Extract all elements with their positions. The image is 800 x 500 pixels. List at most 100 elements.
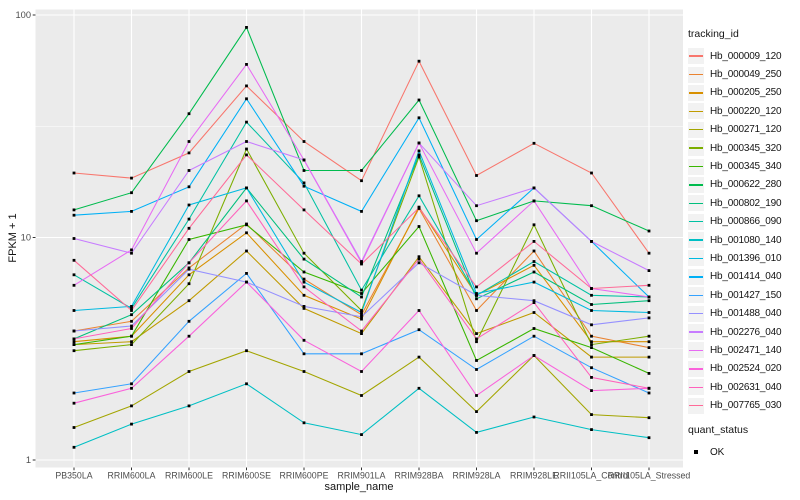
- legend-entry-Hb_000622_280: Hb_000622_280: [688, 176, 800, 194]
- data-point: [360, 394, 363, 397]
- legend-line-swatch: [689, 404, 703, 407]
- data-point: [187, 140, 191, 143]
- data-point: [647, 299, 651, 303]
- legend-key: [688, 397, 704, 414]
- legend-line-swatch: [689, 349, 703, 352]
- legend-line-swatch: [689, 368, 703, 370]
- legend-line-swatch: [689, 239, 703, 241]
- data-point: [532, 354, 536, 357]
- data-point: [187, 404, 191, 408]
- data-point: [302, 421, 306, 425]
- data-point: [245, 153, 248, 157]
- data-point: [475, 285, 478, 289]
- data-point: [245, 280, 248, 284]
- data-point: [417, 206, 421, 210]
- data-point: [475, 219, 478, 223]
- legend: tracking_id Hb_000009_120 Hb_000049_250 Hb…: [688, 28, 800, 461]
- data-point: [475, 174, 478, 177]
- data-point: [245, 84, 248, 88]
- legend-key: [688, 84, 704, 101]
- data-point: [475, 340, 478, 344]
- data-point: [302, 270, 306, 274]
- data-point: [590, 340, 593, 344]
- legend-entry-Hb_002471_140: Hb_002471_140: [688, 341, 800, 359]
- data-point: [360, 313, 363, 317]
- legend-key: [688, 287, 704, 304]
- legend-entry-Hb_000345_320: Hb_000345_320: [688, 139, 800, 157]
- data-point: [475, 410, 478, 413]
- data-point: [245, 147, 248, 151]
- data-point: [360, 317, 363, 321]
- data-point: [590, 355, 593, 359]
- legend-entry-label: Hb_001427_150: [710, 289, 782, 301]
- data-point: [302, 208, 306, 212]
- legend-key: [688, 379, 704, 396]
- data-point: [360, 179, 363, 183]
- data-point: [417, 386, 421, 390]
- legend-entry-Hb_007765_030: Hb_007765_030: [688, 396, 800, 414]
- data-point: [130, 309, 133, 312]
- legend-key: [688, 250, 704, 267]
- legend-line-swatch: [689, 147, 703, 149]
- data-point: [590, 389, 593, 392]
- legend-entry-label: Hb_001414_040: [710, 271, 782, 283]
- legend-line-swatch: [689, 386, 703, 388]
- data-point: [647, 269, 651, 272]
- legend-line-swatch: [689, 73, 703, 76]
- data-point: [130, 176, 133, 180]
- data-point: [245, 120, 248, 124]
- legend-entry-Hb_000009_120: Hb_000009_120: [688, 47, 800, 65]
- legend-line-swatch: [689, 92, 703, 94]
- data-point: [302, 305, 306, 308]
- data-point: [72, 273, 76, 277]
- quant-status-title: quant_status: [688, 423, 749, 436]
- legend-line-swatch: [689, 202, 703, 204]
- data-point: [590, 346, 593, 349]
- legend-entry-Hb_000220_120: Hb_000220_120: [688, 102, 800, 120]
- data-point: [417, 153, 421, 157]
- data-point: [590, 293, 593, 297]
- data-point: [647, 416, 651, 420]
- data-point: [475, 431, 478, 434]
- x-axis-title: sample_name: [324, 481, 394, 493]
- x-tick-label: RRIM928LE: [510, 471, 558, 481]
- data-point: [590, 343, 593, 346]
- legend-entry-label: Hb_000802_190: [710, 197, 782, 209]
- data-point: [475, 204, 478, 208]
- data-point: [187, 185, 191, 189]
- data-point: [130, 305, 133, 308]
- data-point: [187, 319, 191, 323]
- data-point: [302, 370, 306, 373]
- legend-entry-label: Hb_000345_320: [710, 142, 782, 154]
- legend-key: [688, 195, 704, 212]
- legend-entry-Hb_000345_340: Hb_000345_340: [688, 157, 800, 175]
- data-point: [245, 186, 248, 190]
- legend-entries: Hb_000009_120 Hb_000049_250 Hb_000205_250 H…: [688, 47, 800, 415]
- legend-entry-label: Hb_000049_250: [710, 69, 782, 81]
- data-point: [302, 169, 306, 172]
- data-point: [245, 249, 248, 253]
- quant-status-legend: quant_status OK: [688, 424, 800, 461]
- data-point: [130, 210, 133, 213]
- data-point: [360, 329, 363, 333]
- data-point: [417, 261, 421, 265]
- data-point: [187, 203, 191, 207]
- data-point: [72, 171, 76, 175]
- data-point: [187, 282, 191, 286]
- data-point: [532, 263, 536, 267]
- data-point: [302, 184, 306, 188]
- data-point: [532, 327, 536, 330]
- data-point: [245, 26, 248, 29]
- data-point: [532, 415, 536, 419]
- legend-entry-Hb_000802_190: Hb_000802_190: [688, 194, 800, 212]
- data-point: [360, 315, 363, 319]
- data-point: [417, 141, 421, 145]
- data-point: [590, 428, 593, 431]
- data-point: [532, 280, 536, 284]
- x-tick-label: RRIM928LA: [453, 471, 501, 481]
- data-point: [245, 382, 248, 386]
- data-point: [130, 324, 133, 328]
- data-point: [647, 229, 651, 233]
- legend-line-swatch: [689, 221, 703, 223]
- legend-key: [688, 176, 704, 193]
